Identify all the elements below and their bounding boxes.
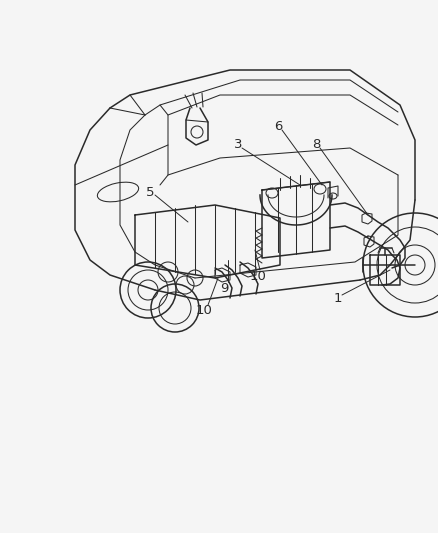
- Text: 5: 5: [146, 187, 154, 199]
- Text: 10: 10: [250, 270, 266, 282]
- Text: 3: 3: [234, 139, 242, 151]
- Text: 9: 9: [220, 281, 228, 295]
- Text: 8: 8: [312, 139, 320, 151]
- Text: 10: 10: [195, 304, 212, 318]
- Text: 1: 1: [334, 292, 342, 304]
- Text: 6: 6: [274, 120, 282, 133]
